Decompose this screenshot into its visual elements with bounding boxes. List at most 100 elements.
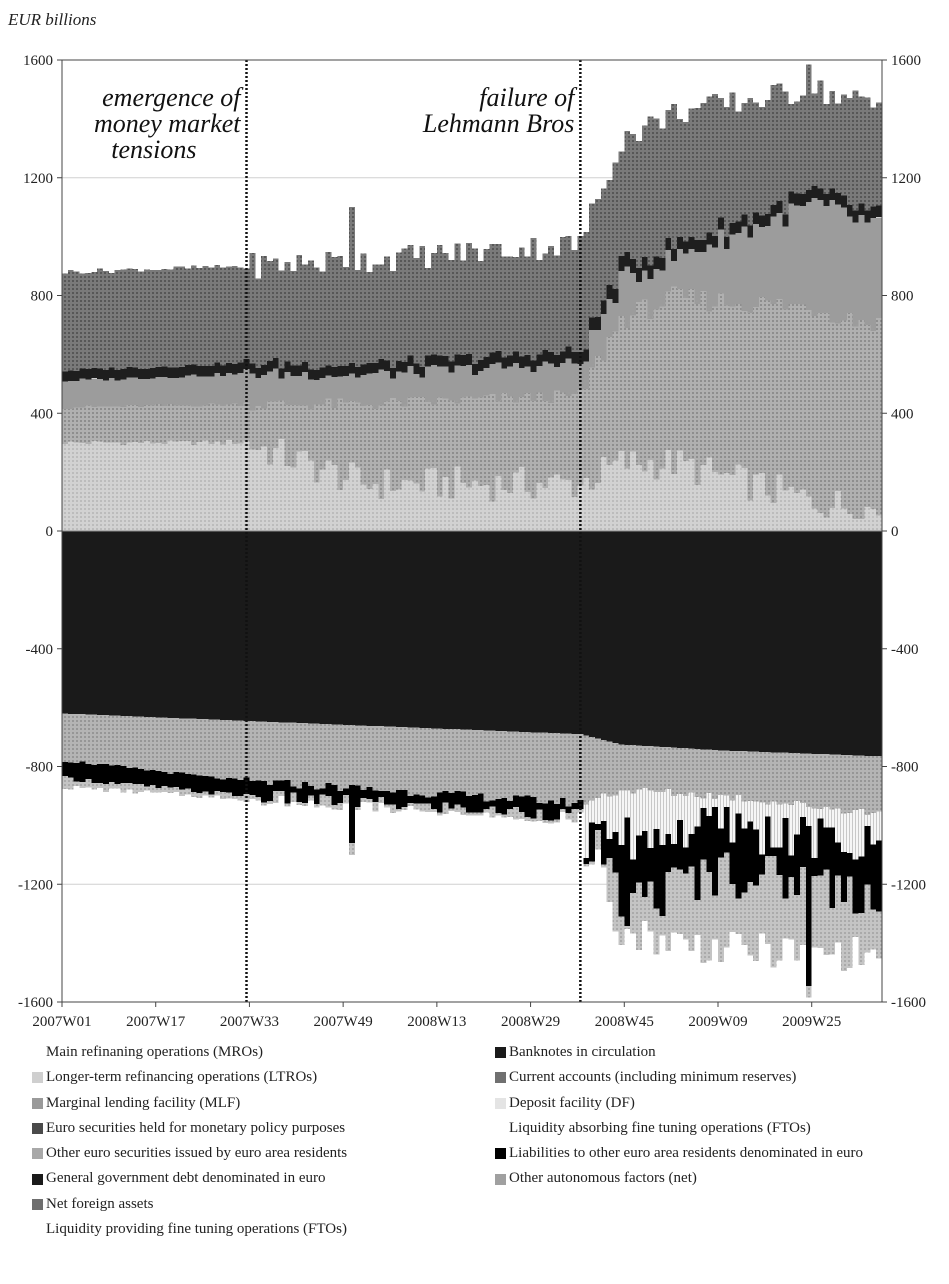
deposit-facility-bar	[747, 800, 754, 822]
current-accounts-bar	[513, 731, 519, 796]
liabilities-bar	[688, 833, 695, 867]
deposit-facility-bar	[706, 793, 713, 817]
mro-bar	[641, 471, 648, 531]
banknotes-bar	[372, 531, 379, 726]
current-accounts-bar	[313, 723, 320, 790]
government-debt-bar	[436, 355, 443, 367]
net-foreign-assets-bar	[372, 264, 379, 363]
liabilities-bar	[354, 785, 361, 807]
current-accounts-bar	[477, 730, 484, 794]
government-debt-bar	[794, 193, 800, 206]
other-autonomous-bar	[267, 800, 273, 804]
securities-bar	[144, 379, 150, 406]
government-debt-bar	[114, 369, 121, 381]
liabilities-bar	[805, 826, 812, 986]
ltro-bar	[706, 311, 713, 458]
ltro-bar	[876, 318, 882, 516]
ltro-bar	[407, 397, 414, 481]
ltro-bar	[764, 300, 771, 496]
mro-bar	[208, 443, 215, 531]
government-debt-bar	[448, 361, 455, 373]
securities-bar	[366, 373, 373, 406]
mro-bar	[284, 465, 291, 531]
banknotes-bar	[85, 531, 92, 715]
current-accounts-bar	[395, 726, 402, 791]
current-accounts-bar	[114, 715, 121, 766]
securities-bar	[606, 299, 613, 338]
net-foreign-assets-bar	[495, 243, 502, 352]
current-accounts-bar	[97, 714, 103, 765]
y-tick-label-left: -400	[26, 642, 54, 658]
ltro-bar	[718, 293, 724, 475]
liabilities-bar	[62, 761, 68, 777]
mro-bar	[454, 466, 461, 531]
legend-left-column: Main refinaning operations (MROs) Longer-…	[32, 1040, 347, 1242]
mro-bar	[179, 440, 185, 531]
y-tick-label-left: -1600	[18, 995, 53, 1011]
liabilities-bar	[460, 791, 467, 808]
banknotes-bar	[460, 531, 467, 730]
net-foreign-assets-bar	[624, 131, 631, 252]
deposit-facility-bar	[817, 808, 824, 819]
other-autonomous-bar	[694, 900, 701, 935]
current-accounts-bar	[384, 726, 390, 791]
net-foreign-assets-bar	[173, 266, 180, 368]
current-accounts-bar	[805, 753, 812, 807]
axes: -1600 -1600 -1200 -1200 -800 -800 -400 -400 0 0 40…	[18, 53, 926, 1030]
securities-bar	[530, 371, 537, 401]
ltro-bar	[208, 403, 215, 444]
mro-bar	[196, 442, 203, 531]
government-debt-bar	[753, 212, 759, 225]
banknotes-bar	[360, 531, 367, 726]
mro-bar	[565, 479, 572, 531]
net-foreign-assets-bar	[313, 267, 320, 370]
legend-label: Other euro securities issued by euro are…	[46, 1145, 348, 1162]
ltro-bar	[536, 392, 543, 483]
securities-bar	[85, 379, 92, 406]
banknotes-bar	[261, 531, 267, 722]
securities-bar	[800, 205, 806, 305]
other-autonomous-bar	[179, 789, 185, 797]
net-foreign-assets-bar	[196, 267, 203, 367]
net-foreign-assets-bar	[524, 256, 531, 355]
liabilities-bar	[823, 827, 830, 870]
liabilities-bar	[343, 788, 349, 796]
legend-swatch	[495, 1123, 506, 1134]
banknotes-bar	[149, 531, 156, 718]
deposit-facility-bar	[671, 795, 677, 844]
liabilities-bar	[249, 780, 256, 796]
securities-bar	[185, 375, 191, 406]
net-foreign-assets-bar	[249, 253, 256, 364]
current-accounts-bar	[788, 752, 795, 806]
current-accounts-bar	[735, 750, 742, 796]
liabilities-bar	[325, 783, 332, 796]
securities-bar	[647, 278, 654, 319]
securities-bar	[354, 377, 361, 403]
government-debt-bar	[407, 355, 414, 366]
mro-bar	[401, 479, 408, 531]
securities-bar	[179, 377, 185, 406]
current-accounts-bar	[366, 725, 373, 788]
ltro-bar	[618, 316, 625, 452]
ltro-bar	[144, 405, 150, 442]
other-autonomous-bar	[788, 877, 795, 940]
mro-bar	[583, 478, 590, 531]
current-accounts-bar	[835, 754, 841, 809]
other-autonomous-bar	[688, 866, 695, 952]
government-debt-bar	[419, 366, 426, 378]
government-debt-bar	[173, 367, 180, 379]
liabilities-bar	[366, 787, 373, 800]
liabilities-bar	[817, 818, 824, 876]
current-accounts-bar	[647, 746, 654, 791]
banknotes-bar	[618, 531, 625, 745]
current-accounts-bar	[302, 723, 308, 782]
net-foreign-assets-bar	[682, 122, 689, 242]
net-foreign-assets-bar	[149, 269, 156, 369]
ltro-bar	[62, 409, 68, 445]
deposit-facility-bar	[589, 800, 595, 823]
liabilities-bar	[208, 776, 215, 795]
ltro-bar	[360, 405, 367, 485]
government-debt-bar	[179, 367, 185, 378]
net-foreign-assets-bar	[489, 243, 496, 353]
securities-bar	[97, 378, 103, 407]
